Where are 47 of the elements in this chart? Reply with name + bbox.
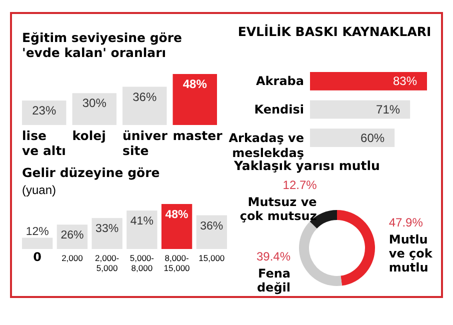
donut-slice	[299, 221, 342, 286]
data-label: 12%	[26, 226, 49, 238]
x-tick-label: master	[172, 128, 224, 143]
data-label: 39.4%	[256, 249, 291, 264]
data-label: 33%	[96, 223, 119, 236]
data-label: 26%	[60, 230, 84, 242]
x-tick-label: 8,000- 15,000	[164, 253, 190, 273]
data-label: 71%	[376, 102, 400, 116]
x-tick-label: 2,000	[62, 253, 84, 263]
chart-title: Eğitim seviyesine göre 'evde kalan' oranları	[22, 30, 182, 60]
bar	[22, 100, 66, 125]
y-tick-label: Akraba	[256, 74, 304, 88]
x-tick-label: 5,000- 8,000	[130, 253, 154, 273]
bar	[92, 218, 122, 249]
x-tick-label: 15,000	[198, 253, 225, 263]
x-tick-label: 0	[33, 250, 42, 264]
data-label: 83%	[392, 74, 418, 88]
slice-label: Mutlu ve çok mutlu	[388, 232, 434, 275]
data-label: 41%	[130, 216, 154, 228]
bar	[22, 238, 53, 249]
x-tick-label: üniver site	[122, 128, 168, 158]
donut-slice	[337, 210, 375, 286]
data-label: 48%	[165, 209, 188, 221]
bar	[161, 204, 192, 249]
chart-title: Gelir düzeyine göre	[22, 165, 160, 180]
data-label: 36%	[132, 90, 157, 104]
chart-title: EVLİLİK BASKI KAYNAKLARI	[238, 24, 432, 39]
chart-title: Yaklaşık yarısı mutlu	[233, 158, 380, 173]
bar	[172, 74, 217, 125]
data-label: 12.7%	[282, 178, 318, 192]
slice-label: Mutsuz ve çok mutsuz	[240, 195, 317, 224]
y-tick-label: Kendisi	[254, 102, 304, 116]
data-label: 60%	[360, 130, 385, 145]
x-tick-label: kolej	[72, 128, 106, 143]
slice-label: Fena değil	[256, 266, 291, 294]
y-tick-label: Arkadaş ve meslekdaş	[228, 130, 304, 160]
x-tick-label: lise ve altı	[22, 128, 66, 158]
data-label: 23%	[32, 104, 56, 118]
data-label: 36%	[200, 220, 224, 232]
bar	[126, 210, 158, 249]
data-label: 48%	[182, 77, 208, 91]
chart-subtitle: (yuan)	[22, 183, 56, 197]
data-label: 47.9%	[388, 216, 424, 230]
bar	[122, 86, 167, 125]
bar	[72, 93, 116, 125]
data-label: 30%	[82, 96, 107, 110]
x-tick-label: 2,000- 5,000	[95, 253, 120, 273]
